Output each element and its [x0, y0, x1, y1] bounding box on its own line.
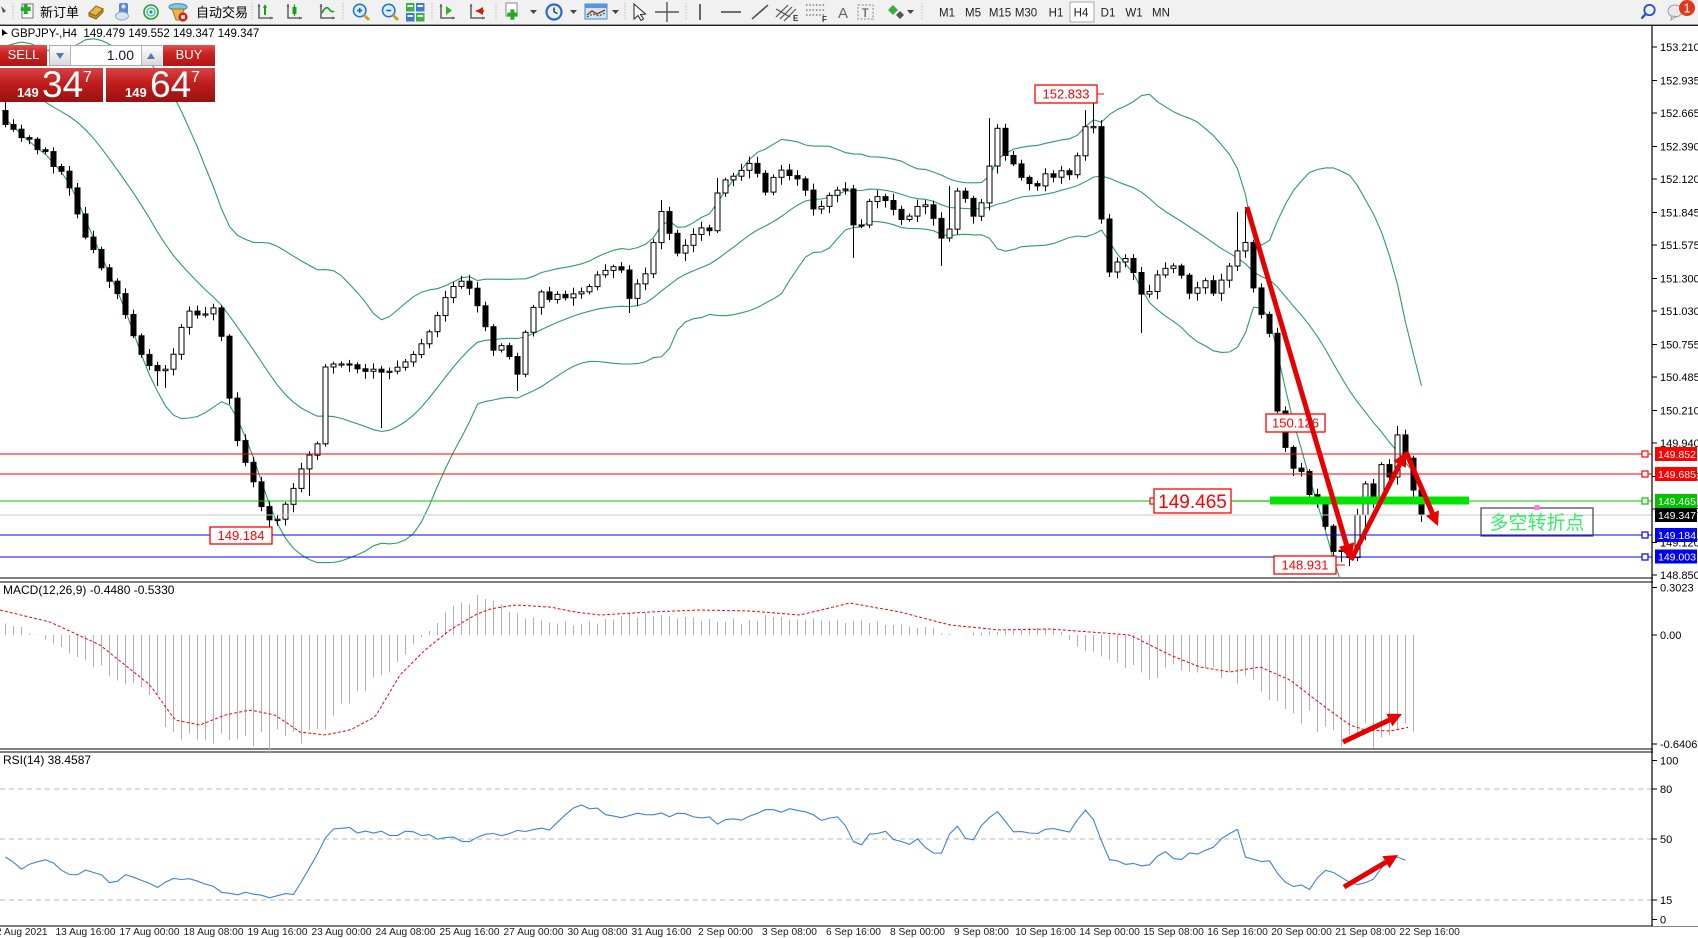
svg-text:10 Sep 16:00: 10 Sep 16:00: [1015, 927, 1076, 938]
svg-text:80: 80: [1660, 784, 1672, 796]
svg-text:151.030: 151.030: [1660, 306, 1698, 318]
svg-text:M30: M30: [1015, 8, 1037, 20]
svg-text:M15: M15: [989, 8, 1011, 20]
svg-text:31 Aug 16:00: 31 Aug 16:00: [631, 927, 691, 938]
svg-text:自动交易: 自动交易: [196, 5, 248, 20]
svg-text:3 Sep 08:00: 3 Sep 08:00: [762, 927, 817, 938]
svg-text:T: T: [862, 6, 870, 20]
svg-text:6 Sep 16:00: 6 Sep 16:00: [826, 927, 881, 938]
svg-text:151.845: 151.845: [1660, 207, 1698, 219]
svg-text:152.390: 152.390: [1660, 141, 1698, 153]
svg-text:100: 100: [1660, 755, 1678, 767]
svg-text:149.940: 149.940: [1660, 438, 1698, 450]
svg-text:150.755: 150.755: [1660, 339, 1698, 351]
svg-text:M5: M5: [965, 8, 981, 20]
svg-text:15: 15: [1660, 895, 1672, 907]
svg-text:30 Aug 08:00: 30 Aug 08:00: [567, 927, 627, 938]
svg-text:GBPJPY-,H4 149.479 149.552 14: GBPJPY-,H4 149.479 149.552 149.347 149.3…: [11, 28, 259, 40]
svg-text:2 Aug 2021: 2 Aug 2021: [0, 927, 48, 938]
svg-text:17 Aug 00:00: 17 Aug 00:00: [119, 927, 179, 938]
svg-text:152.665: 152.665: [1660, 108, 1698, 120]
svg-text:150.485: 150.485: [1660, 372, 1698, 384]
svg-text:0.3023: 0.3023: [1660, 582, 1694, 594]
svg-text:24 Aug 08:00: 24 Aug 08:00: [375, 927, 435, 938]
svg-text:2 Sep 00:00: 2 Sep 00:00: [698, 927, 753, 938]
svg-text:152.935: 152.935: [1660, 75, 1698, 87]
svg-text:150.210: 150.210: [1660, 405, 1698, 417]
svg-text:E: E: [793, 14, 799, 23]
svg-text:149.003: 149.003: [1658, 551, 1696, 563]
svg-text:148.850: 148.850: [1660, 570, 1698, 582]
svg-text:MACD(12,26,9) -0.4480 -0.5330: MACD(12,26,9) -0.4480 -0.5330: [3, 583, 175, 597]
svg-text:H4: H4: [1074, 8, 1089, 20]
svg-text:-0.6406: -0.6406: [1660, 739, 1697, 751]
svg-text:13 Aug 16:00: 13 Aug 16:00: [55, 927, 115, 938]
svg-text:0: 0: [1660, 914, 1666, 926]
svg-text:21 Sep 08:00: 21 Sep 08:00: [1335, 927, 1396, 938]
svg-text:151.300: 151.300: [1660, 273, 1698, 285]
svg-text:14 Sep 00:00: 14 Sep 00:00: [1079, 927, 1140, 938]
svg-text:新订单: 新订单: [40, 5, 79, 20]
svg-text:149.685: 149.685: [1658, 469, 1696, 481]
svg-text:148.931: 148.931: [1282, 558, 1329, 573]
svg-text:152.120: 152.120: [1660, 174, 1698, 186]
svg-text:149.852: 149.852: [1658, 449, 1696, 461]
svg-text:多空转折点: 多空转折点: [1489, 512, 1584, 534]
svg-text:20 Sep 00:00: 20 Sep 00:00: [1271, 927, 1332, 938]
svg-text:22 Sep 16:00: 22 Sep 16:00: [1399, 927, 1460, 938]
svg-text:149.465: 149.465: [1658, 496, 1696, 508]
svg-text:18 Aug 08:00: 18 Aug 08:00: [183, 927, 243, 938]
svg-text:D1: D1: [1101, 8, 1116, 20]
svg-text:149.184: 149.184: [1658, 530, 1696, 542]
svg-text:M1: M1: [939, 8, 955, 20]
svg-text:H1: H1: [1049, 8, 1064, 20]
svg-text:25 Aug 16:00: 25 Aug 16:00: [439, 927, 499, 938]
svg-text:MN: MN: [1152, 8, 1170, 20]
svg-text:149.347: 149.347: [1658, 510, 1696, 522]
svg-text:15 Sep 08:00: 15 Sep 08:00: [1143, 927, 1204, 938]
svg-text:19 Aug 16:00: 19 Aug 16:00: [247, 927, 307, 938]
svg-text:F: F: [822, 15, 827, 24]
svg-text:151.575: 151.575: [1660, 240, 1698, 252]
svg-text:27 Aug 00:00: 27 Aug 00:00: [503, 927, 563, 938]
svg-text:0.00: 0.00: [1660, 630, 1681, 642]
svg-text:1: 1: [1684, 2, 1691, 16]
svg-text:A: A: [838, 5, 848, 22]
svg-text:152.833: 152.833: [1043, 87, 1090, 102]
svg-text:16 Sep 16:00: 16 Sep 16:00: [1207, 927, 1268, 938]
svg-text:8 Sep 00:00: 8 Sep 00:00: [890, 927, 945, 938]
svg-text:153.210: 153.210: [1660, 42, 1698, 54]
svg-text:9 Sep 08:00: 9 Sep 08:00: [954, 927, 1009, 938]
svg-text:W1: W1: [1125, 8, 1142, 20]
svg-text:149.184: 149.184: [218, 528, 265, 543]
svg-text:23 Aug 00:00: 23 Aug 00:00: [311, 927, 371, 938]
svg-text:50: 50: [1660, 834, 1672, 846]
svg-text:RSI(14) 38.4587: RSI(14) 38.4587: [3, 753, 91, 767]
svg-text:149.465: 149.465: [1158, 492, 1227, 513]
